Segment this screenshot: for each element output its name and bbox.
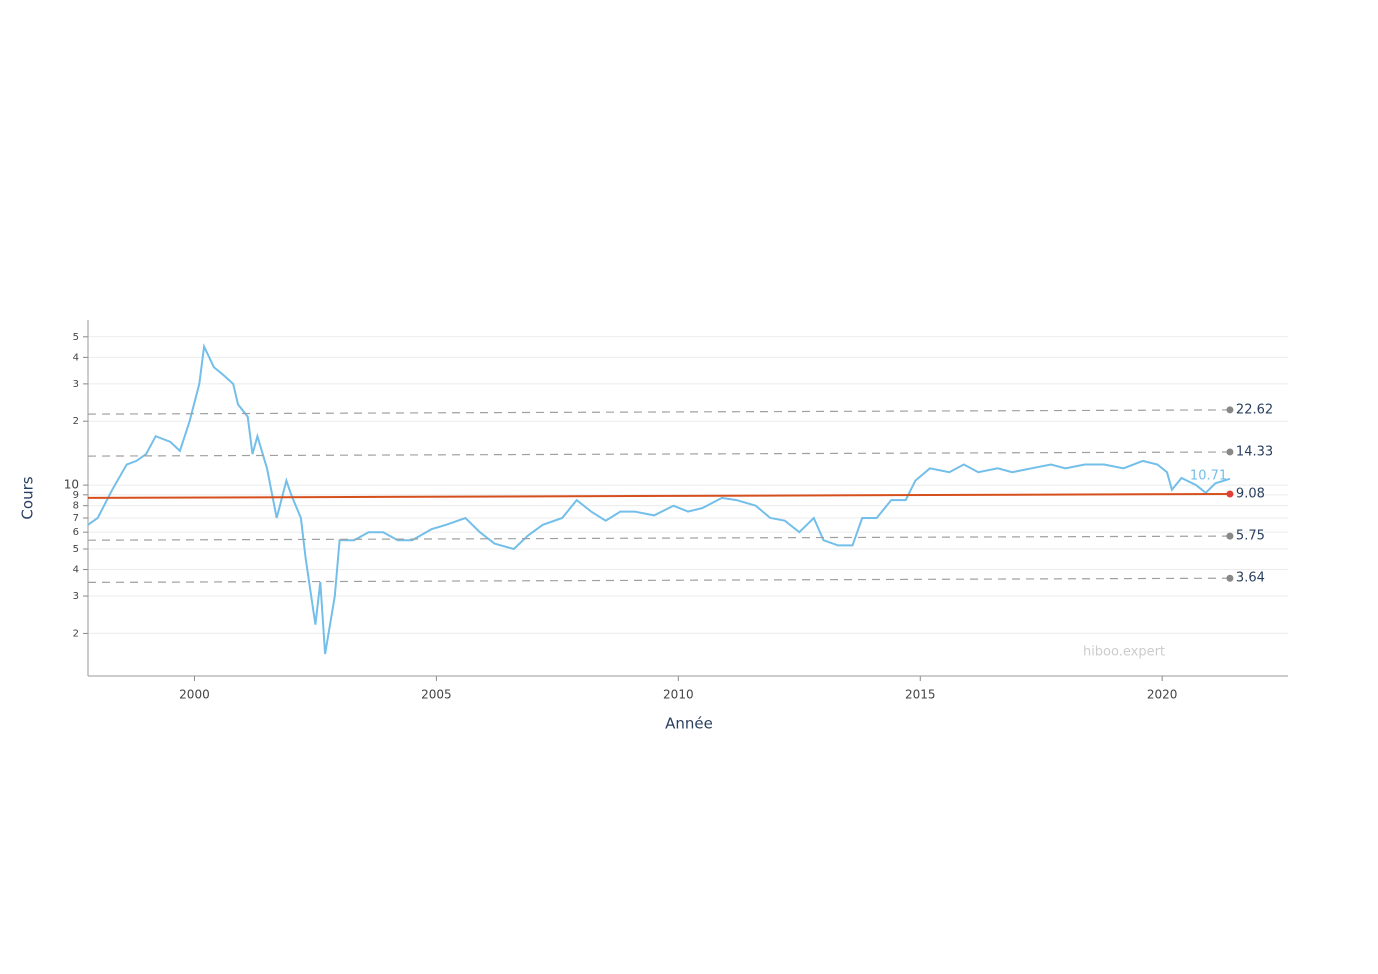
x-tick-label: 2020 <box>1147 688 1178 702</box>
end-label: 3.64 <box>1236 571 1265 586</box>
level-line <box>87 577 1230 583</box>
y-tick-label: 5 <box>73 332 79 343</box>
y-tick-label: 2 <box>73 416 79 427</box>
price-line <box>87 342 1231 655</box>
end-label: 22.62 <box>1236 402 1273 417</box>
y-tick-label: 6 <box>73 527 79 538</box>
end-label: 9.08 <box>1236 487 1265 502</box>
y-tick-label: 4 <box>73 352 79 363</box>
level-line <box>87 409 1230 415</box>
y-tick-label: 9 <box>73 490 79 501</box>
y-tick-label: 5 <box>73 544 79 555</box>
end-marker <box>1226 448 1234 456</box>
y-tick-label: 2 <box>73 628 79 639</box>
watermark: hiboo.expert <box>1083 645 1165 660</box>
end-label: 14.33 <box>1236 444 1273 459</box>
x-tick-label: 2010 <box>663 688 694 702</box>
y-tick-label: 3 <box>73 591 79 602</box>
y-axis-title: Cours <box>19 476 37 519</box>
y-tick-label: 8 <box>73 501 79 512</box>
x-axis-title: Année <box>665 715 713 733</box>
price-line <box>87 493 1230 499</box>
y-tick-label: 7 <box>73 513 79 524</box>
x-tick-label: 2005 <box>421 688 452 702</box>
y-tick-label: 10 <box>64 478 79 492</box>
end-marker <box>1226 406 1234 414</box>
end-label: 10.71 <box>1190 468 1227 483</box>
level-line <box>87 535 1230 541</box>
y-tick-label: 3 <box>73 379 79 390</box>
level-line <box>87 451 1230 457</box>
x-tick-label: 2000 <box>179 688 210 702</box>
y-tick-label: 4 <box>73 565 79 576</box>
end-label: 5.75 <box>1236 529 1265 544</box>
end-marker <box>1226 532 1234 540</box>
end-marker <box>1226 490 1234 498</box>
x-tick-label: 2015 <box>905 688 936 702</box>
end-marker <box>1226 574 1234 582</box>
